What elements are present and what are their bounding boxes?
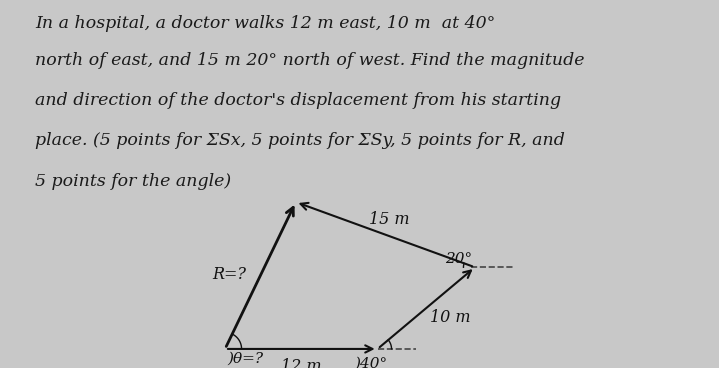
Text: 5 points for the angle): 5 points for the angle) <box>35 173 232 190</box>
Text: north of east, and 15 m 20° north of west. Find the magnitude: north of east, and 15 m 20° north of wes… <box>35 52 585 68</box>
Text: 12 m: 12 m <box>281 358 321 368</box>
Text: )40°: )40° <box>354 357 388 368</box>
Text: and direction of the doctor's displacement from his starting: and direction of the doctor's displaceme… <box>35 92 562 109</box>
Text: In a hospital, a doctor walks 12 m east, 10 m  at 40°: In a hospital, a doctor walks 12 m east,… <box>35 15 495 32</box>
Text: 10 m: 10 m <box>430 309 470 326</box>
Text: 20°: 20° <box>445 252 472 266</box>
Text: 15 m: 15 m <box>369 210 409 228</box>
Text: place. (5 points for ΣSx, 5 points for ΣSy, 5 points for R, and: place. (5 points for ΣSx, 5 points for Σ… <box>35 132 565 149</box>
Text: R=?: R=? <box>212 266 247 283</box>
Text: )θ=?: )θ=? <box>227 352 263 366</box>
